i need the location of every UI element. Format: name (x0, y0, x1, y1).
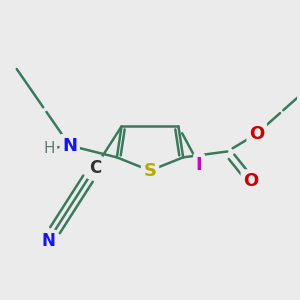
Text: S: S (143, 162, 157, 180)
Text: O: O (243, 172, 259, 190)
Text: C: C (89, 159, 101, 177)
Text: O: O (249, 125, 264, 143)
Text: N: N (62, 136, 77, 154)
Text: H: H (44, 141, 55, 156)
Text: N: N (41, 232, 55, 250)
Text: I: I (196, 156, 202, 174)
